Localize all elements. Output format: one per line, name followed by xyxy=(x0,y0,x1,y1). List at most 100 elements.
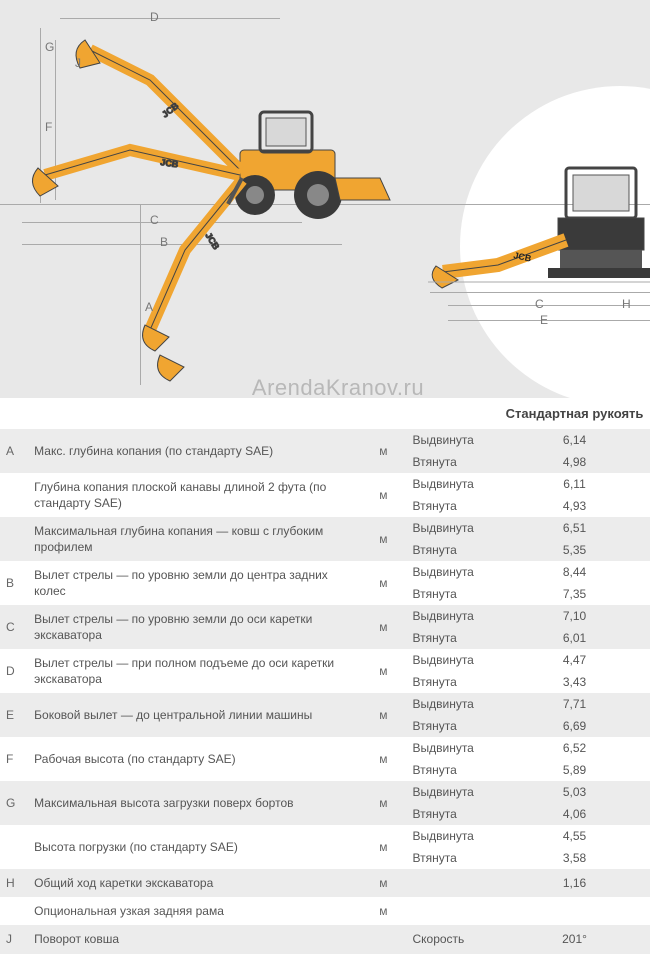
cell-val-ret: 7,35 xyxy=(499,583,650,605)
cell-desc: Вылет стрелы — по уровню земли до центра… xyxy=(28,561,360,605)
cell-state-ret: Втянута xyxy=(406,715,499,737)
table-row: Опциональная узкая задняя рамам xyxy=(0,897,650,925)
cell-letter: H xyxy=(0,869,28,897)
cell-unit: м xyxy=(360,473,406,517)
cell-val-ext: 7,71 xyxy=(499,693,650,715)
cell-state-ext: Выдвинута xyxy=(406,517,499,539)
dim-d: D xyxy=(150,10,159,24)
cell-desc: Вылет стрелы — по уровню земли до оси ка… xyxy=(28,605,360,649)
cell-state-ret: Втянута xyxy=(406,451,499,473)
table-row: AМакс. глубина копания (по стандарту SAE… xyxy=(0,429,650,451)
cell-val-ext: 7,10 xyxy=(499,605,650,627)
cell-desc: Рабочая высота (по стандарту SAE) xyxy=(28,737,360,781)
cell-unit: м xyxy=(360,605,406,649)
th-blank-4 xyxy=(406,398,499,429)
cell-letter: C xyxy=(0,605,28,649)
cell-val-ext: 6,52 xyxy=(499,737,650,759)
cell-desc: Высота погрузки (по стандарту SAE) xyxy=(28,825,360,869)
cell-unit: м xyxy=(360,517,406,561)
table-row: DВылет стрелы — при полном подъеме до ос… xyxy=(0,649,650,671)
cell-state-ret: Втянута xyxy=(406,847,499,869)
cell-state-ret: Втянута xyxy=(406,627,499,649)
cell-desc: Глубина копания плоской канавы длиной 2 … xyxy=(28,473,360,517)
cell-val-ext: 6,51 xyxy=(499,517,650,539)
table-row: CВылет стрелы — по уровню земли до оси к… xyxy=(0,605,650,627)
dim-g: G xyxy=(45,40,54,54)
cell-desc: Максимальная высота загрузки поверх борт… xyxy=(28,781,360,825)
cell-val-ret: 4,93 xyxy=(499,495,650,517)
cell-val-ret: 5,35 xyxy=(499,539,650,561)
specs-table-wrap: Стандартная рукоять AМакс. глубина копан… xyxy=(0,398,650,954)
cell-val-ext: 5,03 xyxy=(499,781,650,803)
cell-val: 201° xyxy=(499,925,650,953)
dim-j: J xyxy=(75,56,81,70)
cell-letter: D xyxy=(0,649,28,693)
dim-a: A xyxy=(145,300,153,314)
table-row: HОбщий ход каретки экскаваторам1,16 xyxy=(0,869,650,897)
cell-unit: м xyxy=(360,693,406,737)
cell-desc: Поворот ковша xyxy=(28,925,360,953)
specs-table: Стандартная рукоять AМакс. глубина копан… xyxy=(0,398,650,954)
cell-state-ext: Выдвинута xyxy=(406,649,499,671)
cell-val-ret: 4,06 xyxy=(499,803,650,825)
cell-state-ret: Втянута xyxy=(406,671,499,693)
cell-state-ext: Выдвинута xyxy=(406,737,499,759)
cell-unit: м xyxy=(360,737,406,781)
cell-state-ret: Втянута xyxy=(406,759,499,781)
cell-unit: м xyxy=(360,825,406,869)
table-row: Максимальная глубина копания — ковш с гл… xyxy=(0,517,650,539)
cell-val: 1,16 xyxy=(499,869,650,897)
cell-unit: м xyxy=(360,869,406,897)
cell-letter: G xyxy=(0,781,28,825)
cell-state: Скорость xyxy=(406,925,499,953)
cell-unit: м xyxy=(360,897,406,925)
table-row: FРабочая высота (по стандарту SAE)мВыдви… xyxy=(0,737,650,759)
cell-val-ret: 5,89 xyxy=(499,759,650,781)
cell-state-ret: Втянута xyxy=(406,539,499,561)
cell-val-ret: 3,58 xyxy=(499,847,650,869)
cell-desc: Максимальная глубина копания — ковш с гл… xyxy=(28,517,360,561)
cell-val-ext: 4,47 xyxy=(499,649,650,671)
cell-unit: м xyxy=(360,781,406,825)
cell-desc: Опциональная узкая задняя рама xyxy=(28,897,360,925)
cell-val-ret: 6,69 xyxy=(499,715,650,737)
cell-letter xyxy=(0,897,28,925)
dim-side-e: E xyxy=(540,313,548,327)
table-body: AМакс. глубина копания (по стандарту SAE… xyxy=(0,429,650,954)
cell-desc: Макс. глубина копания (по стандарту SAE) xyxy=(28,429,360,473)
diagram-area: D G J F C B A C E H xyxy=(0,0,650,398)
table-row: EБоковой вылет — до центральной линии ма… xyxy=(0,693,650,715)
cell-letter: A xyxy=(0,429,28,473)
cell-desc: Боковой вылет — до центральной линии маш… xyxy=(28,693,360,737)
th-blank-2 xyxy=(28,398,360,429)
th-value: Стандартная рукоять xyxy=(499,398,650,429)
machine-side-diagram: JCB JCB JCB xyxy=(10,20,430,390)
cell-state xyxy=(406,897,499,925)
cell-unit: м xyxy=(360,429,406,473)
cell-unit: м xyxy=(360,561,406,605)
cell-state-ext: Выдвинута xyxy=(406,473,499,495)
dim-side-c: C xyxy=(535,297,544,311)
cell-state xyxy=(406,869,499,897)
cell-letter: F xyxy=(0,737,28,781)
cell-val-ext: 8,44 xyxy=(499,561,650,583)
cell-letter xyxy=(0,825,28,869)
cell-state-ext: Выдвинута xyxy=(406,825,499,847)
svg-text:JCB: JCB xyxy=(160,157,180,169)
table-row: Глубина копания плоской канавы длиной 2 … xyxy=(0,473,650,495)
machine-rear-diagram: JCB xyxy=(428,150,650,300)
th-blank-1 xyxy=(0,398,28,429)
cell-val-ret: 4,98 xyxy=(499,451,650,473)
cell-letter: J xyxy=(0,925,28,953)
cell-state-ret: Втянута xyxy=(406,803,499,825)
table-row: BВылет стрелы — по уровню земли до центр… xyxy=(0,561,650,583)
table-row: GМаксимальная высота загрузки поверх бор… xyxy=(0,781,650,803)
cell-letter xyxy=(0,473,28,517)
dim-b: B xyxy=(160,235,168,249)
cell-unit xyxy=(360,925,406,953)
cell-unit: м xyxy=(360,649,406,693)
cell-state-ext: Выдвинута xyxy=(406,781,499,803)
cell-state-ext: Выдвинута xyxy=(406,561,499,583)
cell-val-ext: 6,11 xyxy=(499,473,650,495)
svg-text:JCB: JCB xyxy=(203,231,221,252)
